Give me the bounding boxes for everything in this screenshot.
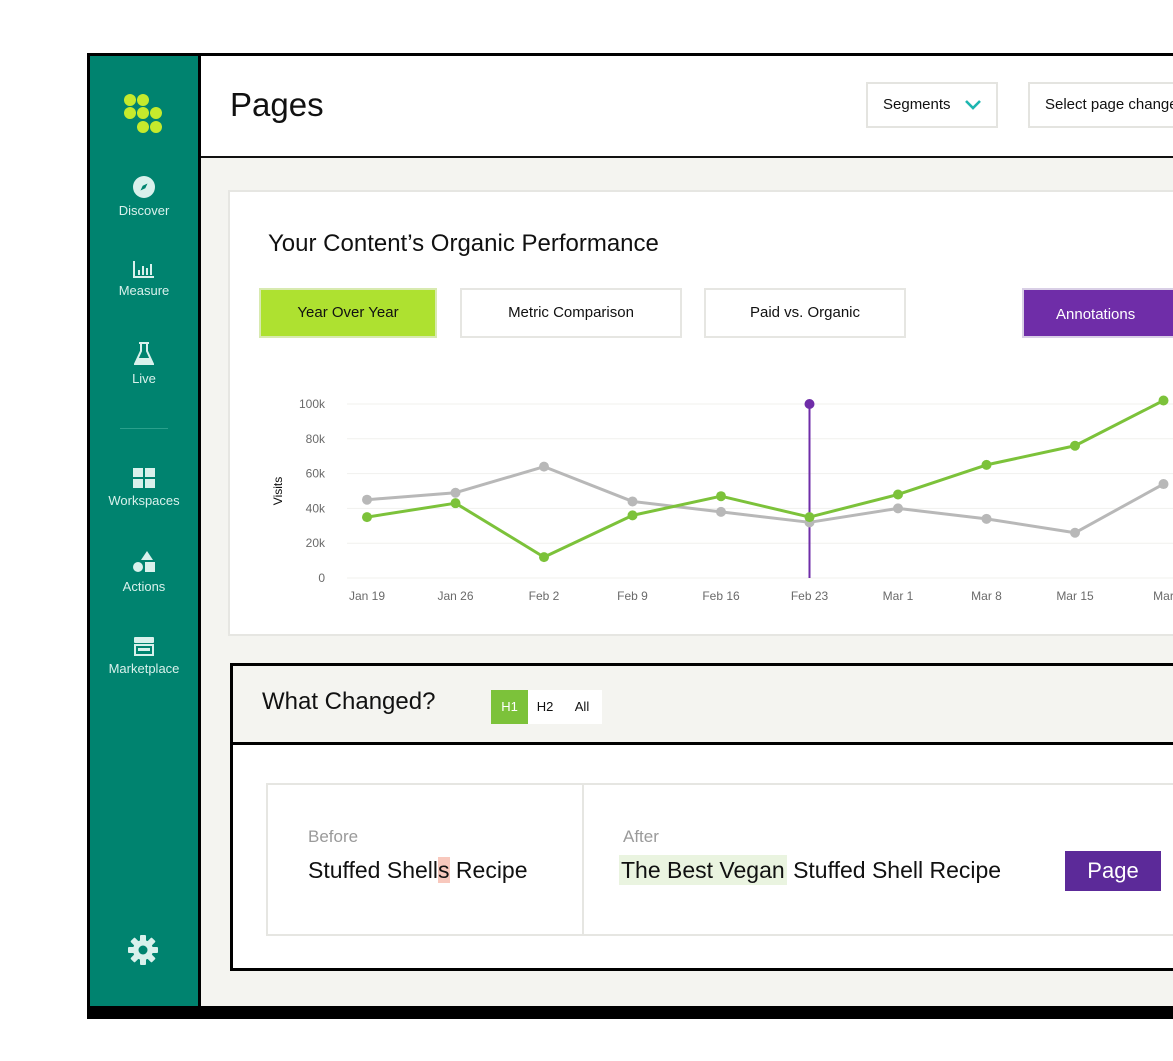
before-text-part: Recipe [449,857,528,883]
gear-icon[interactable] [127,934,159,966]
before-after-card: Before Stuffed Shells Recipe After The B… [266,783,1173,936]
after-text-rest: Stuffed Shell Recipe [786,857,1002,883]
grid-icon [133,468,155,488]
sidebar-item-label: Live [132,371,156,386]
tab-paid-vs-organic[interactable]: Paid vs. Organic [704,288,906,338]
store-icon [134,637,154,656]
sidebar-item-label: Marketplace [108,661,180,676]
data-point [981,459,992,470]
data-point [981,513,992,524]
sidebar-item-actions[interactable]: Actions [90,550,198,594]
data-point [362,512,372,523]
data-point [362,494,372,505]
data-point [539,552,549,563]
sidebar-item-live[interactable]: Live [90,342,198,386]
data-point [450,498,461,509]
y-axis-label: Visits [271,477,285,505]
y-tick-label: 40k [306,501,326,515]
sidebar-item-label: Workspaces [108,493,180,508]
y-tick-label: 100k [299,397,326,411]
shapes-icon [133,551,155,572]
before-text-part: l [432,857,439,883]
sidebar-item-label: Measure [118,283,170,298]
data-point [539,461,549,472]
data-point [804,512,815,523]
tab-h1[interactable]: H1 [491,690,528,724]
x-tick-label: Feb 16 [702,589,740,603]
sidebar-item-marketplace[interactable]: Marketplace [90,636,198,676]
x-tick-label: Mar 15 [1056,589,1094,603]
series-line [366,399,1165,559]
sidebar-divider [120,428,168,429]
after-label: After [623,827,659,846]
data-point [716,491,726,502]
x-tick-label: Feb 9 [617,589,648,603]
tab-all[interactable]: All [562,690,602,724]
annotation-marker [804,399,815,409]
sidebar-item-label: Actions [122,579,166,594]
x-tick-label: Feb 2 [529,589,560,603]
main-area: Pages Segments Select page change Your C… [201,56,1173,1006]
annotations-label: Annotations [1056,306,1136,323]
annotations-button[interactable]: Annotations [1022,288,1173,338]
series-line [366,465,1165,535]
performance-title: Your Content’s Organic Performance [268,230,659,257]
y-tick-label: 80k [306,432,326,446]
data-point [893,503,903,514]
data-point [1070,527,1080,538]
performance-card: Your Content’s Organic Performance Year … [228,190,1173,636]
data-point [1158,479,1169,490]
page-badge[interactable]: Page [1065,851,1161,891]
segments-dropdown[interactable]: Segments [866,82,998,128]
data-point [893,489,903,500]
page-title: Pages [230,86,324,123]
x-tick-label: Jan 19 [349,589,385,603]
chevron-down-icon [965,100,981,110]
removed-highlight: s [438,857,450,883]
select-page-change-dropdown[interactable]: Select page change [1028,82,1173,128]
y-tick-label: 20k [306,536,326,550]
y-tick-label: 0 [318,571,325,585]
sidebar-item-discover[interactable]: Discover [90,176,198,218]
x-tick-label: Mar 8 [971,589,1002,603]
tab-label: Year Over Year [297,304,399,321]
x-tick-label: Feb 23 [791,589,829,603]
tab-label: Paid vs. Organic [749,304,861,321]
top-bar: Pages Segments Select page change [201,56,1173,158]
before-text-part: Stuffed Shel [308,857,433,883]
segments-label: Segments [883,96,951,113]
tab-metric-comparison[interactable]: Metric Comparison [460,288,682,338]
before-after-divider [582,785,584,934]
bar-chart-icon [133,261,154,278]
tab-label: Metric Comparison [508,304,634,321]
y-tick-label: 60k [306,467,326,481]
what-changed-panel: What Changed? H1 H2 All Before Stuffed S… [230,663,1173,971]
compass-icon [133,176,155,198]
performance-chart: 0 20k 40k 60k 80k 100k Visits Jan 19 Jan 26 Feb 2… [271,395,1173,603]
before-label: Before [308,827,359,846]
data-point [627,496,638,507]
flask-icon [134,342,154,365]
data-point [716,506,726,517]
sidebar-item-label: Discover [118,203,170,218]
x-tick-label: Mar [1153,589,1173,603]
sidebar-item-workspaces[interactable]: Workspaces [90,468,198,508]
after-text: The Best Vegan Stuffed Shell Recipe [619,855,1002,885]
x-tick-label: Jan 26 [437,589,473,603]
before-text: Stuffed Shells Recipe [308,857,528,884]
x-tick-label: Mar 1 [883,589,914,603]
what-changed-title: What Changed? [262,688,436,715]
tab-year-over-year[interactable]: Year Over Year [259,288,437,338]
sidebar-item-measure[interactable]: Measure [90,260,198,298]
sidebar: Discover Measure Live Workspaces [90,56,198,1006]
data-point [1158,395,1169,406]
data-point [450,487,461,498]
dots-logo-icon[interactable] [123,93,167,135]
select-page-change-label: Select page change [1045,96,1173,113]
tab-h2[interactable]: H2 [528,690,562,724]
what-changed-header: What Changed? H1 H2 All [233,666,1173,745]
data-point [627,510,638,521]
added-highlight: The Best Vegan [619,855,787,885]
data-point [1070,440,1080,451]
